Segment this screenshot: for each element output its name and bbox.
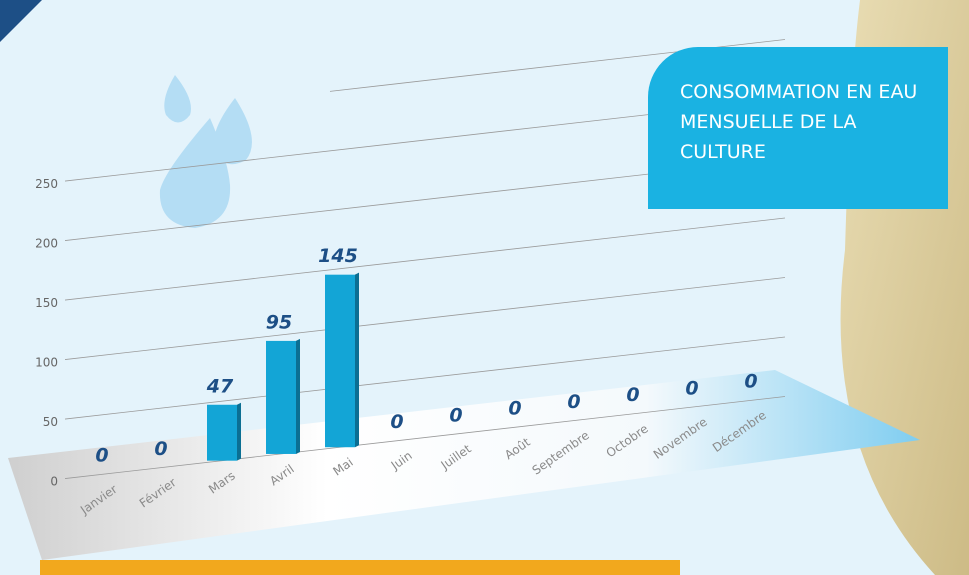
bar bbox=[266, 340, 296, 454]
bottom-band bbox=[40, 560, 680, 575]
value-label: 0 bbox=[744, 371, 757, 393]
value-label: 95 bbox=[266, 311, 292, 333]
value-label: 0 bbox=[449, 404, 462, 426]
y-tick-label: 200 bbox=[35, 237, 58, 251]
grid-line bbox=[64, 396, 786, 479]
floor bbox=[8, 370, 920, 560]
value-label: 0 bbox=[95, 445, 108, 467]
value-label: 0 bbox=[567, 391, 580, 413]
value-label: 0 bbox=[154, 438, 167, 460]
value-label: 0 bbox=[626, 384, 639, 406]
value-label: 0 bbox=[508, 398, 521, 420]
value-label: 47 bbox=[206, 375, 234, 397]
bar-side bbox=[296, 338, 300, 454]
grid-line bbox=[64, 217, 786, 301]
value-label: 145 bbox=[318, 245, 358, 267]
y-tick-label: 250 bbox=[35, 177, 58, 191]
y-tick-label: 150 bbox=[35, 296, 58, 310]
grid-line bbox=[64, 336, 786, 420]
y-tick-label: 0 bbox=[50, 475, 58, 489]
bar bbox=[207, 404, 237, 461]
bar-side bbox=[355, 272, 359, 448]
value-label: 0 bbox=[685, 377, 698, 399]
corner bbox=[0, 0, 42, 42]
y-tick-label: 50 bbox=[43, 415, 58, 429]
bar bbox=[325, 274, 355, 448]
grid-line bbox=[64, 277, 786, 360]
y-tick-label: 100 bbox=[35, 356, 58, 370]
bar-side bbox=[237, 402, 241, 461]
water-drops bbox=[159, 75, 252, 228]
value-label: 0 bbox=[390, 411, 403, 433]
chart-title: CONSOMMATION EN EAU MENSUELLE DE LA CULT… bbox=[648, 47, 948, 209]
